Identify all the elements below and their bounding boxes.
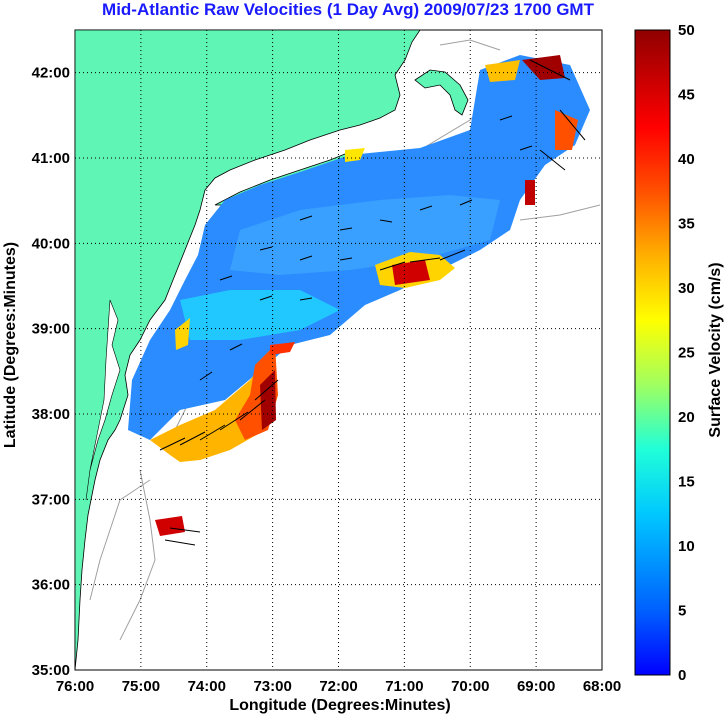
x-tick-label: 75:00 [122,678,160,695]
y-tick-label: 35:00 [32,662,70,679]
x-tick-label: 73:00 [253,678,291,695]
y-tick-label: 41:00 [32,150,70,167]
y-axis-ticks: 35:00 36:00 37:00 38:00 39:00 40:00 41:00 42:00 [32,65,70,679]
land-cape-cod [414,69,469,116]
map-grid [75,30,602,670]
y-axis-label: Latitude (Degrees:Minutes) [2,242,19,448]
x-tick-label: 74:00 [188,678,226,695]
velocity-field [128,55,590,536]
colorbar-tick-label: 0 [678,667,686,684]
colorbar-tick-label: 10 [678,538,695,555]
x-tick-label: 76:00 [56,678,94,695]
velocity-vectors [159,59,586,546]
y-tick-label: 40:00 [32,235,70,252]
y-tick-label: 38:00 [32,406,70,423]
colorbar-tick-label: 5 [678,603,686,620]
colorbar [634,29,671,676]
y-tick-label: 39:00 [32,321,70,338]
chesapeake-bay [85,299,121,501]
y-tick-label: 42:00 [32,65,70,82]
land-mainland [75,30,421,670]
colorbar-tick-label: 35 [678,216,695,233]
x-axis-label: Longitude (Degrees:Minutes) [229,697,450,714]
x-tick-label: 72:00 [319,678,357,695]
colorbar-tick-label: 15 [678,474,695,491]
x-tick-label: 70:00 [451,678,489,695]
x-tick-label: 71:00 [385,678,423,695]
x-tick-label: 69:00 [517,678,555,695]
colorbar-tick-label: 45 [678,87,695,104]
colorbar-tick-label: 50 [678,22,695,39]
colorbar-tick-label: 30 [678,280,695,297]
colorbar-tick-label: 25 [678,345,695,362]
y-tick-label: 37:00 [32,491,70,508]
x-axis-ticks: 76:00 75:00 74:00 73:00 72:00 71:00 70:00 69:00… [56,678,621,695]
colorbar-label: Surface Velocity (cm/s) [707,262,724,437]
colorbar-tick-label: 20 [678,409,695,426]
x-tick-label: 68:00 [583,678,621,695]
y-tick-label: 36:00 [32,577,70,594]
colorbar-tick-label: 40 [678,151,695,168]
map-title: Mid-Atlantic Raw Velocities (1 Day Avg) … [102,0,594,19]
colorbar-ticks: 0 5 10 15 20 25 30 35 40 45 50 [678,22,695,684]
